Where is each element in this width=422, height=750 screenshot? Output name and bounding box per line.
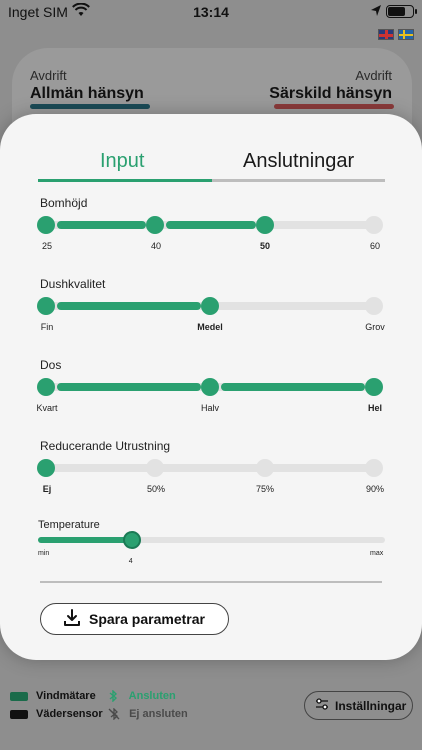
dushkvalitet-tick: Grov xyxy=(365,322,385,332)
drift-general-caption: Avdrift xyxy=(30,68,67,83)
drift-special-caption: Avdrift xyxy=(355,68,392,83)
drift-special-title: Särskild hänsyn xyxy=(269,85,392,102)
bomhojd-step[interactable] xyxy=(37,216,55,234)
tab-input[interactable]: Input xyxy=(100,150,145,172)
dos-label: Dos xyxy=(40,358,62,372)
temperature-label: Temperature xyxy=(38,519,100,531)
temperature-thumb[interactable] xyxy=(122,531,141,549)
dos-segment xyxy=(221,383,365,391)
temperature-max: max xyxy=(370,550,384,557)
device-status-vadersensor: Ej ansluten xyxy=(108,707,188,721)
dushkvalitet-step[interactable] xyxy=(201,297,219,315)
bomhojd-label: Bomhöjd xyxy=(40,196,88,210)
bluetooth-off-icon xyxy=(108,707,129,721)
temperature-track xyxy=(38,537,385,543)
reducerande-tick: 90% xyxy=(365,484,384,494)
device-name: Vindmätare xyxy=(36,690,96,702)
save-parameters-label: Spara parametrar xyxy=(89,611,205,627)
reducerande-tick: Ej xyxy=(42,484,52,494)
reducerande-step[interactable] xyxy=(37,459,55,477)
reducerande-step[interactable] xyxy=(256,459,274,477)
carrier-label: Inget SIM xyxy=(8,4,68,20)
bomhojd-tick: 50 xyxy=(259,241,270,251)
sliders-icon xyxy=(315,697,335,714)
bomhojd-tick: 40 xyxy=(150,241,161,251)
device-status-label: Ej ansluten xyxy=(129,708,188,720)
dushkvalitet-tick: Medel xyxy=(197,322,223,332)
temperature-fill xyxy=(38,537,132,543)
sweden-flag-icon[interactable] xyxy=(398,29,414,40)
dos-tick: Kvart xyxy=(36,403,58,413)
drift-general-title: Allmän hänsyn xyxy=(30,85,144,102)
bomhojd-step[interactable] xyxy=(146,216,164,234)
download-icon xyxy=(63,608,89,630)
drift-general[interactable]: Avdrift Allmän hänsyn xyxy=(30,68,144,103)
reducerande-tick: 75% xyxy=(255,484,274,494)
dos-tick: Halv xyxy=(200,403,219,413)
dushkvalitet-step[interactable] xyxy=(37,297,55,315)
dushkvalitet-segment xyxy=(57,302,201,310)
drift-special-indicator xyxy=(274,104,394,109)
bomhojd-step[interactable] xyxy=(256,216,274,234)
device-row-vadersensor: Vädersensor xyxy=(10,708,103,720)
bomhojd-segment xyxy=(166,221,256,229)
bomhojd-segment xyxy=(57,221,146,229)
status-bar: Inget SIM 13:14 xyxy=(0,0,422,24)
tab-anslutningar[interactable]: Anslutningar xyxy=(243,150,355,172)
drift-special[interactable]: Avdrift Särskild hänsyn xyxy=(269,68,392,103)
save-parameters-button[interactable]: Spara parametrar xyxy=(40,603,229,635)
temperature-value: 4 xyxy=(128,558,133,565)
bluetooth-icon xyxy=(108,689,129,703)
settings-button[interactable]: Inställningar xyxy=(304,691,413,720)
dos-step[interactable] xyxy=(365,378,383,396)
drift-general-indicator xyxy=(30,104,150,109)
device-status-label: Ansluten xyxy=(128,690,176,702)
dushkvalitet-tick: Fin xyxy=(40,322,54,332)
location-arrow-icon xyxy=(370,4,382,21)
bomhojd-tick: 25 xyxy=(41,241,52,251)
reducerande-track xyxy=(46,464,376,472)
device-status-vindmatare: Ansluten xyxy=(108,689,176,703)
uk-flag-icon[interactable] xyxy=(378,29,394,40)
tab-active-indicator xyxy=(38,179,212,182)
battery-icon xyxy=(386,5,417,18)
sensor-icon xyxy=(10,709,28,719)
clock: 13:14 xyxy=(193,4,229,20)
temperature-min: min xyxy=(38,550,50,557)
dushkvalitet-label: Dushkvalitet xyxy=(40,277,106,291)
reducerande-label: Reducerande Utrustning xyxy=(40,439,171,453)
device-name: Vädersensor xyxy=(36,708,103,720)
dos-step[interactable] xyxy=(37,378,55,396)
reducerande-step[interactable] xyxy=(146,459,164,477)
dushkvalitet-step[interactable] xyxy=(365,297,383,315)
wifi-icon xyxy=(72,2,90,20)
bomhojd-step[interactable] xyxy=(365,216,383,234)
device-row-vindmatare: Vindmätare xyxy=(10,690,96,702)
reducerande-step[interactable] xyxy=(365,459,383,477)
dos-tick: Hel xyxy=(367,403,382,413)
dos-segment xyxy=(57,383,201,391)
dos-step[interactable] xyxy=(201,378,219,396)
reducerande-tick: 50% xyxy=(146,484,165,494)
sensor-icon xyxy=(10,691,28,701)
bomhojd-tick: 60 xyxy=(369,241,380,251)
divider xyxy=(40,581,382,583)
settings-label: Inställningar xyxy=(335,698,407,713)
